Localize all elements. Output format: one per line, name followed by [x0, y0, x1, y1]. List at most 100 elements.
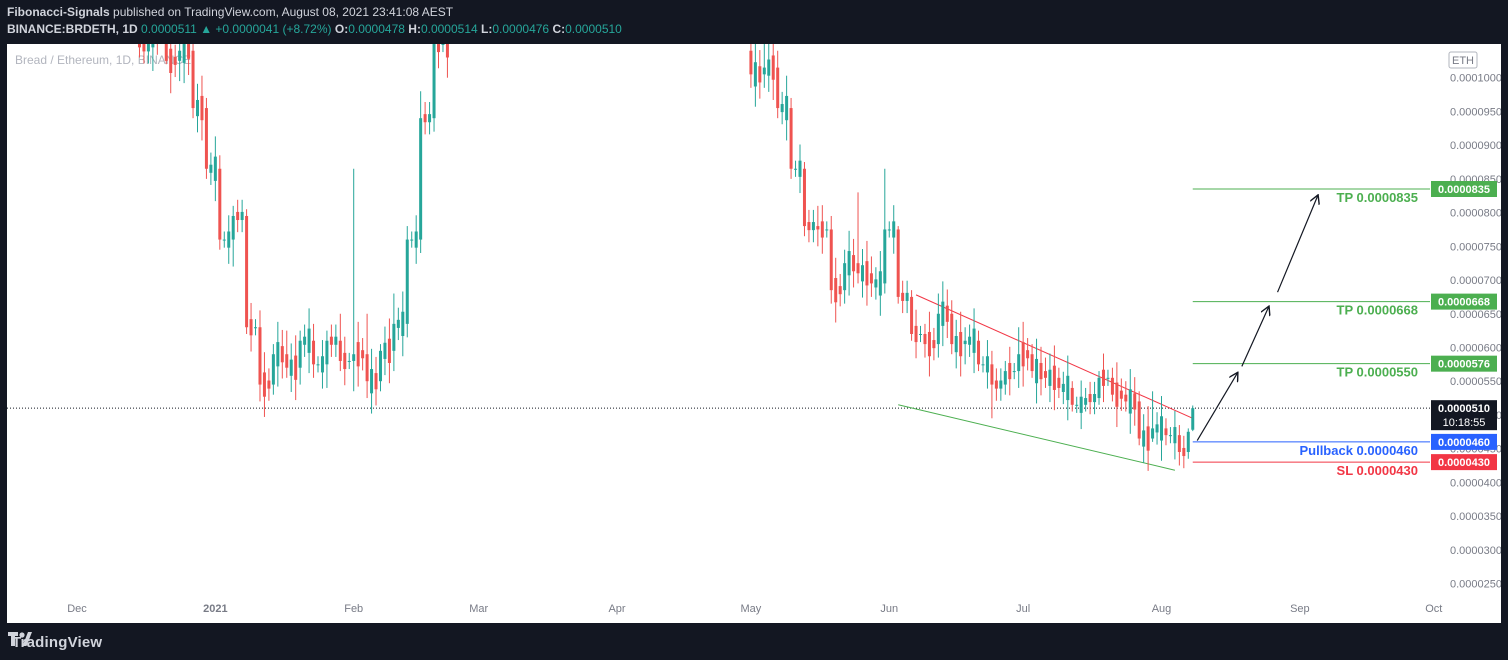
candle-body[interactable]: [164, 44, 168, 61]
candle-body[interactable]: [847, 251, 851, 276]
candle-body[interactable]: [347, 360, 351, 362]
candle-body[interactable]: [767, 59, 771, 76]
candle-body[interactable]: [271, 354, 275, 385]
candle-body[interactable]: [829, 229, 833, 291]
candle-body[interactable]: [1155, 424, 1159, 433]
candle-body[interactable]: [441, 44, 445, 45]
candle-body[interactable]: [771, 55, 775, 80]
candle-body[interactable]: [1003, 371, 1007, 385]
candle-body[interactable]: [200, 95, 204, 121]
candle-body[interactable]: [1012, 371, 1016, 373]
candle-body[interactable]: [240, 211, 244, 221]
candle-body[interactable]: [878, 271, 882, 296]
candle-body[interactable]: [227, 231, 231, 248]
candle-body[interactable]: [204, 108, 208, 169]
candle-body[interactable]: [1061, 383, 1065, 392]
candle-body[interactable]: [374, 373, 378, 390]
candle-body[interactable]: [1017, 354, 1021, 372]
candle-body[interactable]: [887, 229, 891, 231]
candle-body[interactable]: [231, 215, 235, 240]
candle-body[interactable]: [356, 342, 360, 367]
candles[interactable]: [137, 44, 1195, 471]
candle-body[interactable]: [316, 364, 320, 366]
candle-body[interactable]: [749, 50, 753, 75]
candle-body[interactable]: [869, 273, 873, 284]
candle-body[interactable]: [137, 44, 141, 48]
candle-body[interactable]: [874, 279, 878, 288]
candle-body[interactable]: [1133, 393, 1137, 410]
candle-body[interactable]: [1075, 404, 1079, 406]
candle-body[interactable]: [1115, 382, 1119, 407]
candle-body[interactable]: [285, 354, 289, 368]
candle-body[interactable]: [303, 336, 307, 345]
candle-body[interactable]: [254, 327, 258, 329]
candle-body[interactable]: [414, 231, 418, 248]
candle-body[interactable]: [923, 333, 927, 345]
candle-body[interactable]: [187, 44, 191, 59]
candle-body[interactable]: [173, 56, 177, 65]
candle-body[interactable]: [785, 95, 789, 121]
candle-body[interactable]: [151, 44, 155, 48]
candle-body[interactable]: [1052, 365, 1056, 390]
candle-body[interactable]: [919, 333, 923, 335]
candle-body[interactable]: [1106, 377, 1110, 379]
candle-body[interactable]: [191, 50, 195, 109]
candle-body[interactable]: [213, 156, 217, 181]
candle-body[interactable]: [950, 313, 954, 345]
price-axis[interactable]: 0.0000250 0.0000300 0.0000350 0.0000400 0.00…: [1448, 51, 1501, 591]
candle-body[interactable]: [977, 340, 981, 365]
candle-body[interactable]: [218, 168, 222, 240]
candle-body[interactable]: [361, 350, 365, 359]
candle-body[interactable]: [1101, 369, 1105, 386]
candle-body[interactable]: [1035, 358, 1039, 384]
candle-body[interactable]: [320, 356, 324, 373]
candle-body[interactable]: [798, 160, 802, 177]
candle-body[interactable]: [169, 48, 173, 73]
candle-body[interactable]: [325, 340, 329, 365]
candle-body[interactable]: [794, 168, 798, 170]
candle-body[interactable]: [1039, 362, 1043, 380]
candle-body[interactable]: [892, 221, 896, 238]
candle-body[interactable]: [807, 222, 811, 231]
candle-body[interactable]: [1057, 377, 1061, 388]
candle-body[interactable]: [959, 331, 963, 357]
candle-body[interactable]: [1021, 342, 1025, 367]
candle-body[interactable]: [307, 328, 311, 353]
candle-body[interactable]: [1164, 428, 1168, 436]
candle-body[interactable]: [312, 340, 316, 365]
candle-body[interactable]: [387, 338, 391, 363]
candle-body[interactable]: [999, 380, 1003, 389]
candle-body[interactable]: [945, 305, 949, 322]
currency-badge[interactable]: [1448, 51, 1478, 69]
candle-body[interactable]: [419, 118, 423, 240]
candle-body[interactable]: [883, 229, 887, 284]
candle-body[interactable]: [236, 211, 240, 221]
candle-body[interactable]: [994, 380, 998, 389]
candle-body[interactable]: [1008, 362, 1012, 380]
candle-body[interactable]: [1191, 408, 1195, 430]
candle-body[interactable]: [1026, 350, 1030, 359]
candlestick-chart[interactable]: Bread / Ethereum, 1D, BINANCE TP 0.00008…: [7, 44, 1501, 623]
candle-body[interactable]: [936, 313, 940, 345]
candle-body[interactable]: [852, 255, 856, 272]
candle-body[interactable]: [856, 263, 860, 274]
candle-body[interactable]: [1128, 389, 1132, 414]
candle-body[interactable]: [378, 350, 382, 382]
candle-body[interactable]: [1119, 390, 1123, 399]
candle-body[interactable]: [1043, 371, 1047, 378]
candle-body[interactable]: [334, 336, 338, 345]
candle-body[interactable]: [182, 44, 186, 63]
candle-body[interactable]: [901, 292, 905, 301]
candle-body[interactable]: [1186, 431, 1190, 453]
candle-body[interactable]: [968, 336, 972, 345]
candle-body[interactable]: [1124, 394, 1128, 402]
candle-body[interactable]: [1142, 430, 1146, 447]
candle-body[interactable]: [838, 286, 842, 295]
candle-body[interactable]: [428, 114, 432, 123]
candle-body[interactable]: [405, 239, 409, 324]
candle-body[interactable]: [298, 340, 302, 368]
candle-body[interactable]: [1182, 447, 1186, 457]
candle-body[interactable]: [209, 164, 213, 173]
candle-body[interactable]: [280, 346, 284, 363]
candle-body[interactable]: [289, 359, 293, 376]
